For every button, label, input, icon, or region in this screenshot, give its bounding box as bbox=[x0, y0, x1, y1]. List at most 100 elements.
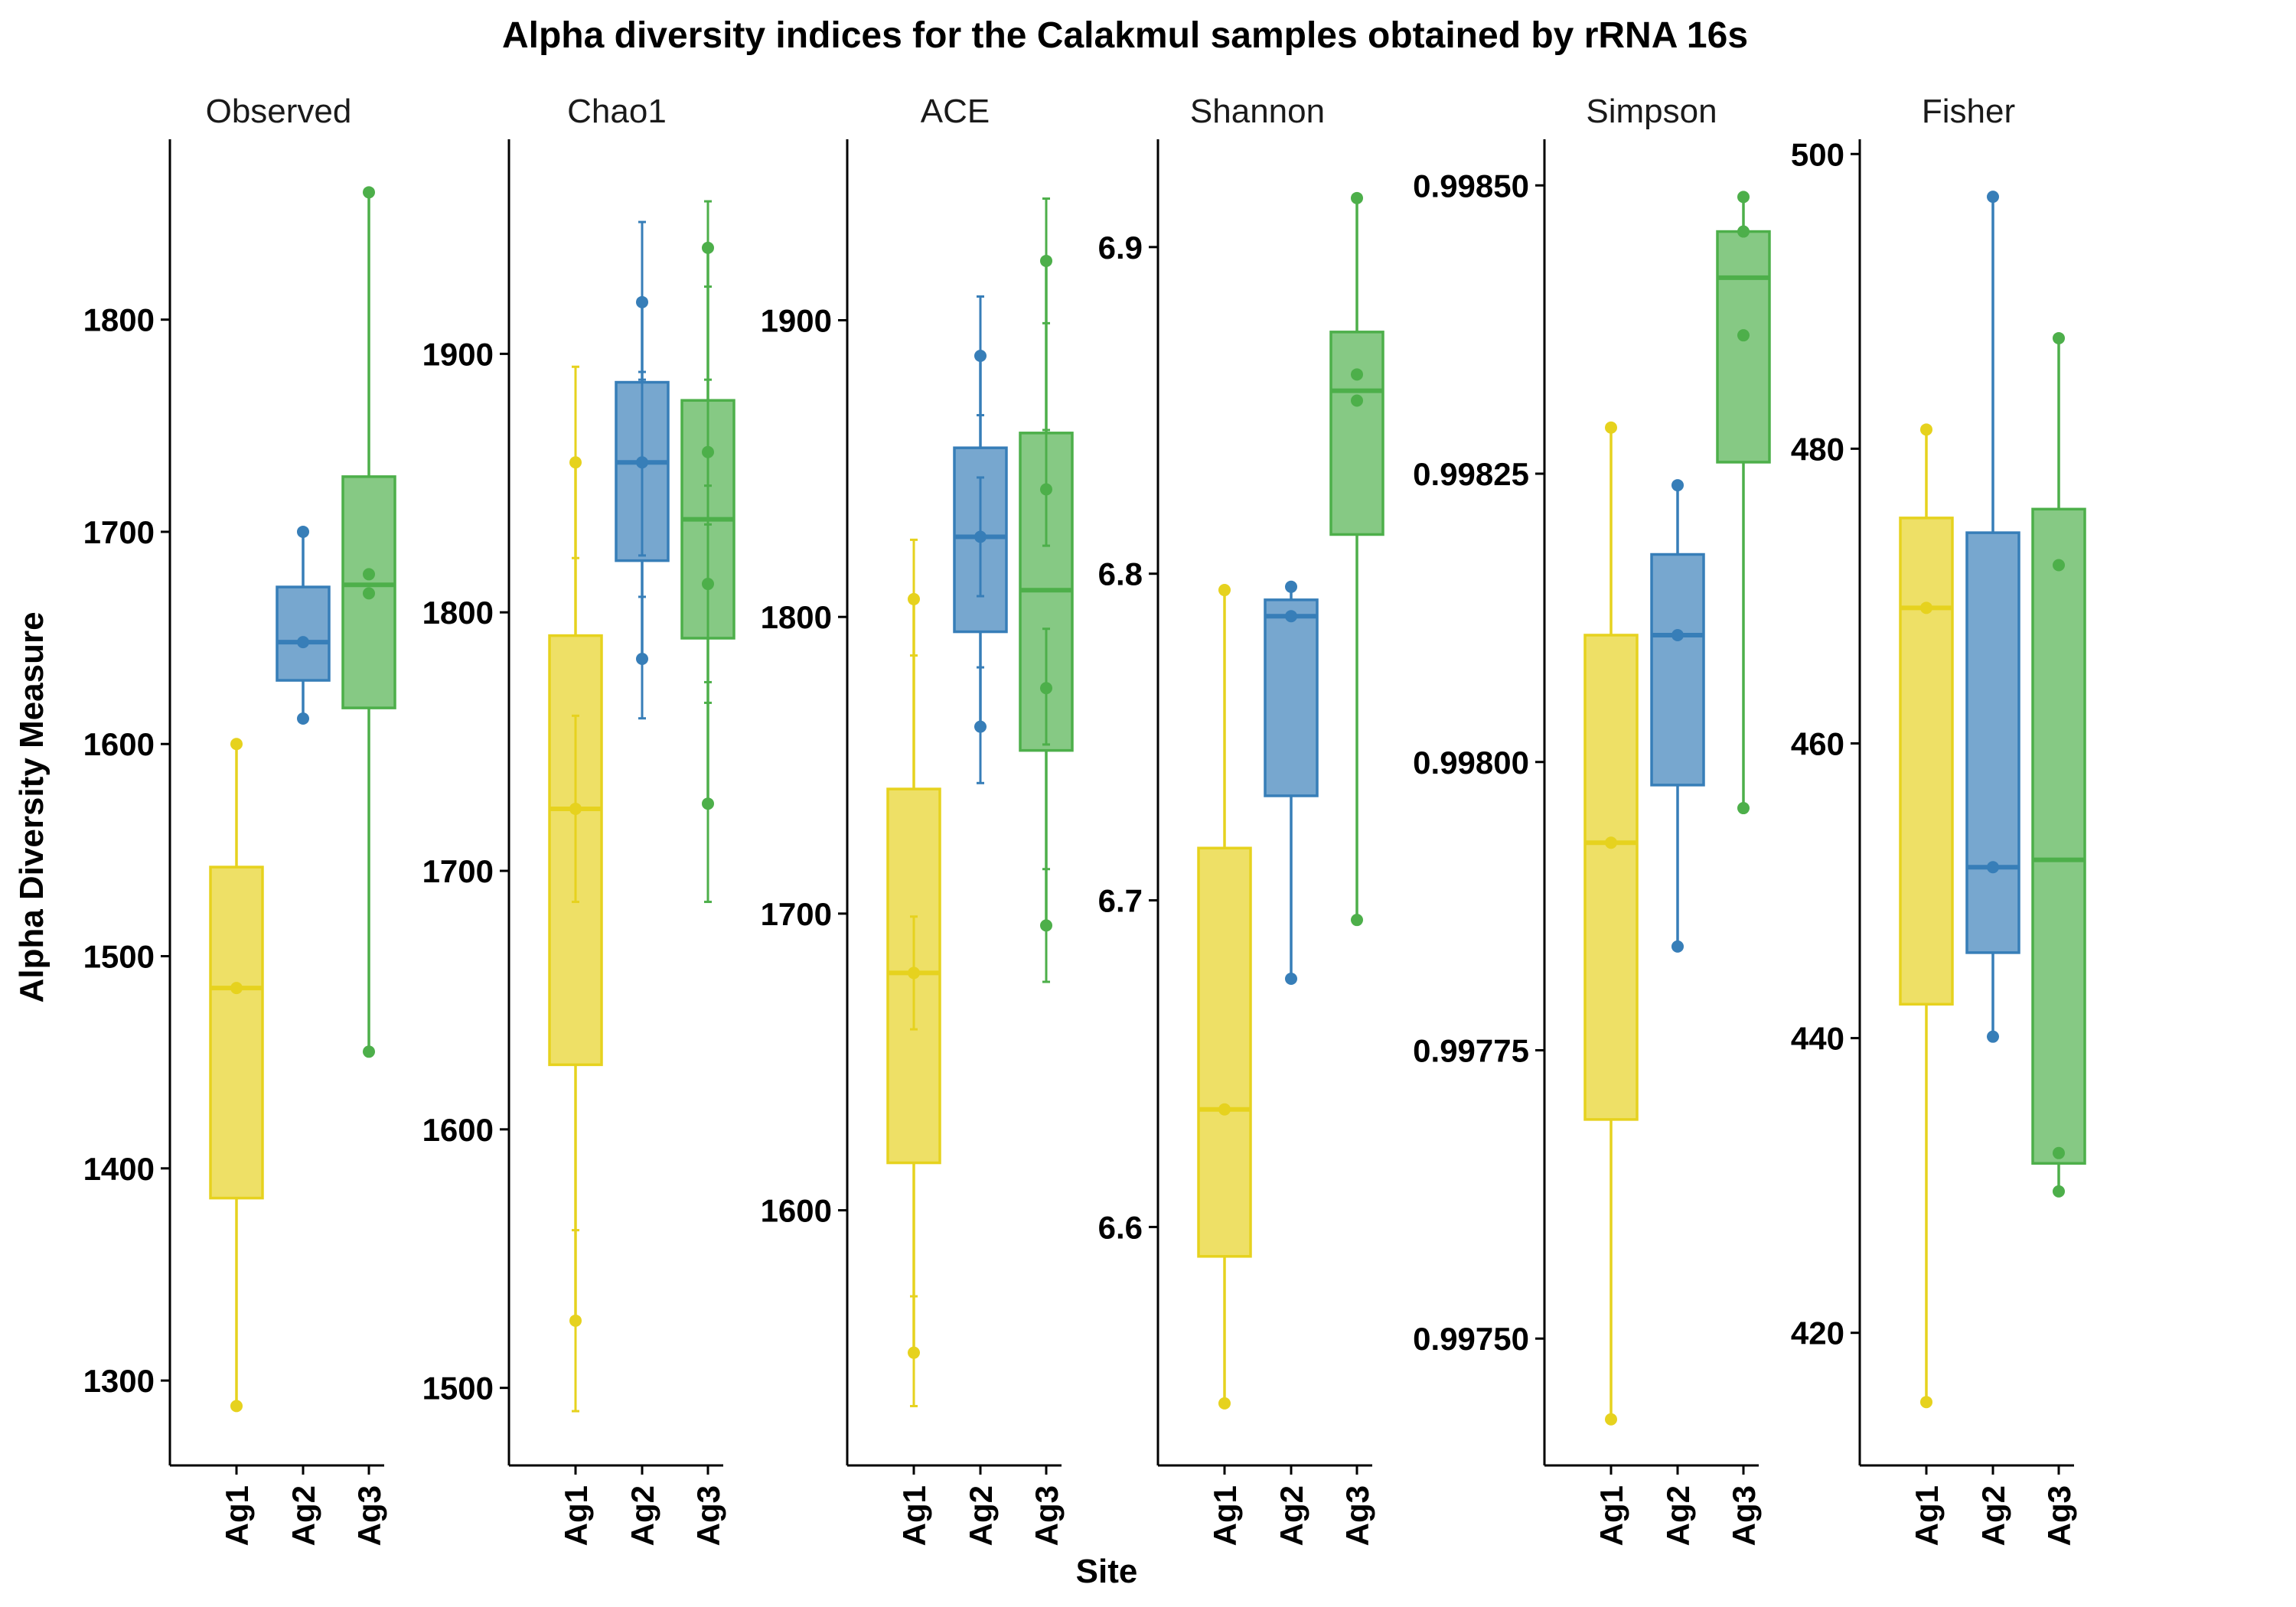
y-tick-label: 1700 bbox=[422, 853, 494, 889]
data-point bbox=[569, 1314, 582, 1327]
box-ag1: Ag1 bbox=[1899, 423, 1954, 1546]
box-ag3: Ag3 bbox=[1329, 191, 1384, 1546]
y-tick-label: 0.99750 bbox=[1413, 1321, 1529, 1357]
y-tick-label: 1800 bbox=[83, 302, 155, 338]
iqr-box bbox=[209, 865, 264, 1200]
data-point bbox=[1671, 628, 1684, 641]
box-ag3: Ag3 bbox=[2031, 331, 2086, 1546]
facet-panels: Observed 1300 1400 1500 1600 1700 1800 Ag1 Ag2 Ag… bbox=[83, 93, 2086, 1546]
data-point bbox=[1040, 682, 1052, 695]
data-point bbox=[974, 350, 987, 363]
data-point bbox=[636, 295, 648, 308]
y-tick-label: 6.7 bbox=[1098, 883, 1143, 919]
iqr-box bbox=[1197, 846, 1252, 1258]
data-point bbox=[1218, 1397, 1231, 1410]
x-tick-label: Ag2 bbox=[1274, 1485, 1309, 1546]
data-point bbox=[1218, 1103, 1231, 1116]
y-tick-label: 1800 bbox=[422, 595, 494, 631]
x-tick-label: Ag3 bbox=[1726, 1485, 1762, 1546]
data-point bbox=[1605, 421, 1617, 434]
data-point bbox=[702, 797, 714, 810]
panel-shannon: Shannon 6.6 6.7 6.8 6.9 Ag1 Ag2 Ag3 bbox=[1098, 93, 1384, 1546]
data-point bbox=[702, 445, 714, 458]
x-tick-label: Ag1 bbox=[558, 1485, 594, 1546]
iqr-box bbox=[2031, 507, 2086, 1165]
data-point bbox=[1351, 368, 1363, 381]
data-point bbox=[1351, 914, 1363, 927]
y-tick-label: 1300 bbox=[83, 1363, 155, 1399]
panel-label-observed: Observed bbox=[206, 93, 352, 130]
box-ag2: Ag2 bbox=[1965, 191, 2020, 1546]
data-point bbox=[908, 966, 920, 980]
data-point bbox=[1920, 423, 1932, 436]
data-point bbox=[636, 456, 648, 469]
y-tick-label: 0.99850 bbox=[1413, 168, 1529, 204]
box-ag3: Ag3 bbox=[1716, 191, 1771, 1546]
data-point bbox=[1040, 483, 1052, 496]
y-axis-title: Alpha Diversity Measure bbox=[13, 611, 51, 1002]
x-tick-label: Ag2 bbox=[285, 1485, 321, 1546]
data-point bbox=[297, 525, 309, 538]
box-ag1: Ag1 bbox=[548, 365, 603, 1546]
panel-label-shannon: Shannon bbox=[1190, 93, 1325, 130]
data-point bbox=[1040, 919, 1052, 932]
y-tick-label: 420 bbox=[1791, 1315, 1844, 1351]
data-point bbox=[363, 568, 375, 581]
panel-chao1: Chao1 1500 1600 1700 1800 1900 Ag1 Ag2 Ag3 bbox=[422, 93, 735, 1546]
y-tick-label: 1900 bbox=[422, 336, 494, 372]
y-tick-label: 0.99775 bbox=[1413, 1032, 1529, 1068]
panel-label-fisher: Fisher bbox=[1922, 93, 2015, 130]
data-point bbox=[1737, 225, 1750, 238]
x-tick-label: Ag1 bbox=[1909, 1485, 1945, 1546]
data-point bbox=[1920, 1396, 1932, 1409]
data-point bbox=[2053, 331, 2065, 344]
data-point bbox=[297, 712, 309, 725]
y-tick-label: 1500 bbox=[83, 939, 155, 975]
box-ag2: Ag2 bbox=[615, 220, 670, 1546]
x-tick-label: Ag3 bbox=[351, 1485, 387, 1546]
y-tick-label: 500 bbox=[1791, 136, 1844, 172]
box-ag1: Ag1 bbox=[1197, 584, 1252, 1546]
iqr-box bbox=[1965, 531, 2020, 954]
y-tick-label: 440 bbox=[1791, 1021, 1844, 1057]
panel-label-simpson: Simpson bbox=[1586, 93, 1717, 130]
iqr-box bbox=[1264, 598, 1319, 797]
data-point bbox=[569, 456, 582, 469]
data-point bbox=[2053, 1185, 2065, 1198]
data-point bbox=[1737, 329, 1750, 342]
data-point bbox=[1987, 1030, 1999, 1043]
box-ag2: Ag2 bbox=[276, 525, 331, 1546]
y-tick-label: 0.99800 bbox=[1413, 745, 1529, 781]
iqr-box bbox=[276, 585, 331, 682]
data-point bbox=[1605, 836, 1617, 849]
data-point bbox=[702, 241, 714, 254]
box-ag3: Ag3 bbox=[680, 200, 735, 1546]
data-point bbox=[1671, 940, 1684, 953]
box-ag1: Ag1 bbox=[209, 738, 264, 1546]
data-point bbox=[1285, 610, 1297, 623]
y-tick-label: 480 bbox=[1791, 431, 1844, 467]
y-tick-label: 1600 bbox=[761, 1193, 832, 1229]
panel-observed: Observed 1300 1400 1500 1600 1700 1800 Ag1 Ag2 Ag… bbox=[83, 93, 396, 1546]
data-point bbox=[908, 592, 920, 605]
data-point bbox=[297, 636, 309, 649]
x-tick-label: Ag2 bbox=[1660, 1485, 1696, 1546]
box-ag2: Ag2 bbox=[953, 295, 1008, 1546]
x-tick-label: Ag2 bbox=[1975, 1485, 2011, 1546]
y-tick-label: 1600 bbox=[83, 726, 155, 762]
data-point bbox=[636, 653, 648, 666]
y-tick-label: 6.6 bbox=[1098, 1209, 1143, 1245]
panel-ace: ACE 1600 1700 1800 1900 Ag1 Ag2 Ag3 bbox=[761, 93, 1074, 1546]
y-tick-label: 1600 bbox=[422, 1112, 494, 1148]
x-tick-label: Ag1 bbox=[219, 1485, 255, 1546]
data-point bbox=[363, 1045, 375, 1058]
x-tick-label: Ag2 bbox=[625, 1485, 660, 1546]
y-tick-label: 460 bbox=[1791, 725, 1844, 761]
x-tick-label: Ag1 bbox=[1207, 1485, 1243, 1546]
data-point bbox=[363, 186, 375, 199]
x-tick-label: Ag2 bbox=[963, 1485, 999, 1546]
iqr-box bbox=[1650, 553, 1705, 787]
panel-label-ace: ACE bbox=[921, 93, 990, 130]
y-tick-label: 1700 bbox=[83, 514, 155, 550]
